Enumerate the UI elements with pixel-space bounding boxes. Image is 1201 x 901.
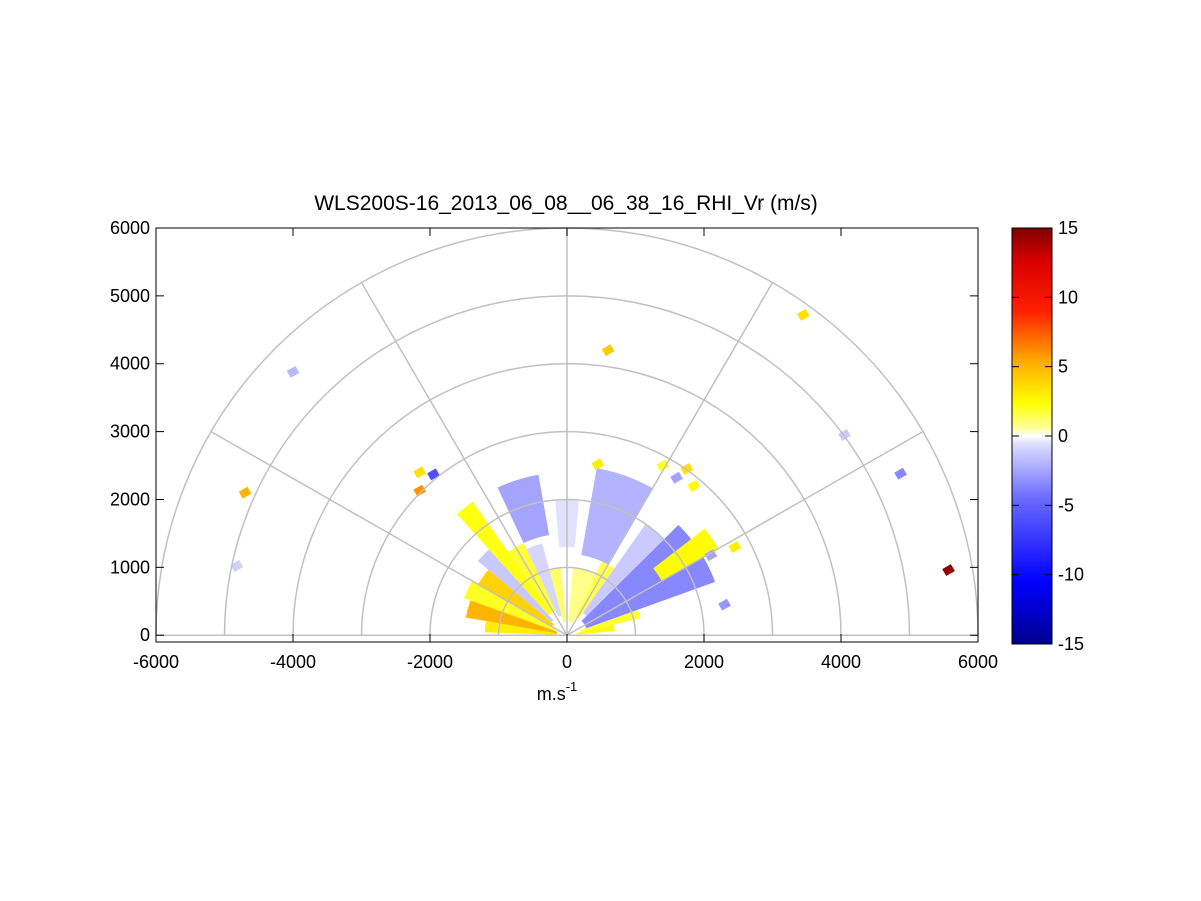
azimuth-spoke <box>566 430 924 636</box>
velocity-point <box>413 466 427 479</box>
x-axis-label: m.s-1 <box>537 679 578 704</box>
x-tick-label: 6000 <box>958 652 998 672</box>
azimuth-spoke <box>360 282 568 636</box>
y-tick-label: 0 <box>140 625 150 645</box>
x-axis: -6000 -4000 -2000 0 2000 4000 6000 <box>133 228 998 672</box>
velocity-sector <box>526 543 562 617</box>
velocity-point <box>670 471 683 484</box>
velocity-sector <box>549 567 566 623</box>
x-tick-label: -2000 <box>407 652 453 672</box>
velocity-sector <box>653 528 719 581</box>
colorbar-tick-label: 0 <box>1058 426 1068 446</box>
velocity-point <box>704 549 718 562</box>
y-tick-label: 3000 <box>110 422 150 442</box>
velocity-point <box>286 365 300 378</box>
x-tick-label: 0 <box>562 652 572 672</box>
velocity-sector <box>484 621 557 635</box>
azimuth-spoke <box>210 430 568 636</box>
y-tick-label: 4000 <box>110 354 150 374</box>
velocity-sector <box>582 524 664 617</box>
velocity-point <box>413 484 427 497</box>
velocity-point <box>942 564 955 577</box>
velocity-point <box>238 486 252 499</box>
colorbar-tick-label: -10 <box>1058 565 1084 585</box>
velocity-sector <box>568 567 596 623</box>
velocity-point <box>687 479 701 492</box>
x-tick-label: 4000 <box>821 652 861 672</box>
azimuth-spoke <box>566 282 774 636</box>
velocity-point <box>601 344 615 357</box>
colorbar-tick-label: -5 <box>1058 495 1074 515</box>
velocity-point <box>656 459 670 472</box>
y-tick-label: 1000 <box>110 557 150 577</box>
colorbar-tick-label: -15 <box>1058 634 1084 654</box>
velocity-sector <box>581 468 653 565</box>
colorbar: 15 10 5 0 -5 -10 -15 <box>1011 218 1084 654</box>
velocity-sector <box>579 609 641 633</box>
x-axis-label-exponent: -1 <box>566 679 578 694</box>
velocity-point <box>591 458 605 471</box>
velocity-sector <box>497 474 550 543</box>
velocity-sector <box>465 600 558 634</box>
velocity-point <box>894 467 907 480</box>
velocity-point <box>796 308 810 321</box>
velocity-sector <box>478 569 554 627</box>
velocity-sector <box>477 549 554 623</box>
velocity-field <box>230 308 955 635</box>
velocity-point <box>230 560 244 572</box>
velocity-point <box>427 468 440 481</box>
y-axis: 0 1000 2000 3000 4000 5000 6000 <box>110 218 978 645</box>
y-tick-label: 6000 <box>110 218 150 238</box>
colorbar-tick-label: 10 <box>1058 287 1078 307</box>
colorbar-tick-label: 5 <box>1058 357 1068 377</box>
plot-area: -6000 -4000 -2000 0 2000 4000 6000 0 1000 2000 30… <box>110 218 998 672</box>
velocity-point <box>728 541 742 553</box>
colorbar-ticks: 15 10 5 0 -5 -10 -15 <box>1012 218 1084 654</box>
chart-title: WLS200S-16_2013_06_08__06_38_16_RHI_Vr (… <box>314 192 818 215</box>
x-tick-label: -6000 <box>133 652 179 672</box>
y-tick-label: 2000 <box>110 489 150 509</box>
velocity-point <box>718 598 731 611</box>
velocity-sector <box>464 580 556 631</box>
x-tick-label: -4000 <box>270 652 316 672</box>
velocity-sector <box>577 624 615 635</box>
y-tick-label: 5000 <box>110 286 150 306</box>
x-tick-label: 2000 <box>684 652 724 672</box>
colorbar-tick-label: 15 <box>1058 218 1078 238</box>
x-axis-label-base: m.s <box>537 684 566 704</box>
